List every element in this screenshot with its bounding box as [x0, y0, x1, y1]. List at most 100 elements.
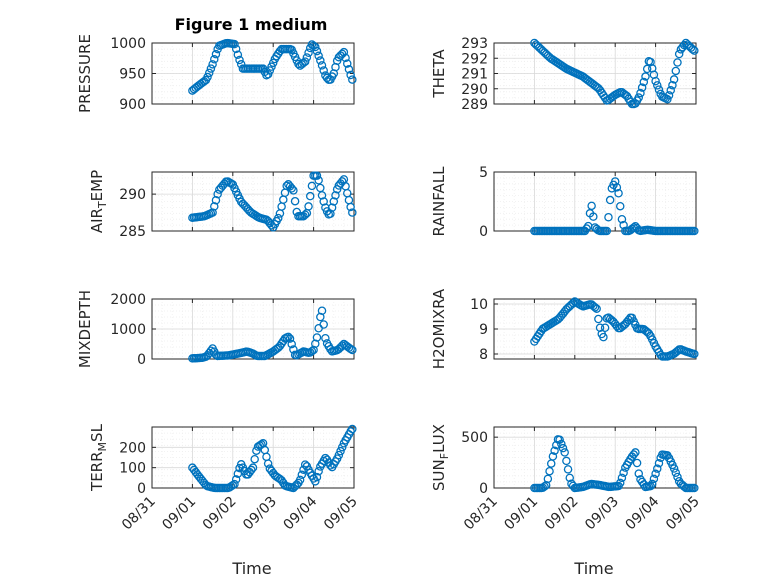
- y-tick-label: 900: [119, 97, 146, 113]
- data-point: [268, 58, 278, 68]
- data-point: [208, 60, 217, 69]
- data-point: [211, 196, 221, 205]
- data-point: [297, 470, 307, 480]
- axes-box: [151, 426, 355, 489]
- data-point: [647, 479, 657, 489]
- axes-box: [151, 171, 355, 232]
- data-point: [654, 459, 664, 468]
- data-point: [605, 195, 615, 205]
- data-point: [563, 465, 573, 474]
- data-point: [312, 333, 322, 342]
- data-point: [673, 472, 682, 482]
- y-tick-label: 290: [119, 187, 146, 203]
- y-tick-label: 1000: [110, 322, 146, 338]
- x-tick-label: 09/03: [582, 494, 622, 534]
- data-point: [589, 212, 598, 221]
- data-point: [314, 466, 323, 476]
- data-point: [690, 46, 699, 55]
- data-point: [213, 189, 222, 199]
- data-point: [275, 209, 285, 218]
- data-point: [311, 477, 320, 486]
- y-axis-label: H2OMIXRA: [430, 288, 448, 369]
- data-point: [617, 473, 627, 483]
- data-point: [267, 62, 276, 71]
- y-tick-label: 0: [479, 224, 488, 240]
- data-point: [312, 472, 322, 482]
- x-tick-label: 08/31: [461, 494, 501, 534]
- data-point: [690, 349, 699, 359]
- data-point: [290, 196, 300, 206]
- data-point: [329, 197, 339, 206]
- data-point: [319, 197, 328, 206]
- data-point: [343, 59, 352, 68]
- data-point: [654, 85, 664, 94]
- data-point: [273, 213, 283, 223]
- data-point: [671, 468, 681, 477]
- data-point: [610, 177, 620, 186]
- data-point: [304, 48, 313, 58]
- data-point: [231, 475, 241, 484]
- data-point: [629, 223, 638, 232]
- data-point: [203, 72, 212, 82]
- data-point: [337, 442, 347, 452]
- y-tick-label: 0: [479, 481, 488, 497]
- data-point: [204, 68, 214, 78]
- data-point: [230, 479, 239, 489]
- data-point: [316, 183, 325, 193]
- data-point: [587, 201, 596, 211]
- data-point: [248, 463, 258, 472]
- data-point: [602, 226, 612, 236]
- panel-pressure: 900 950 1000 PRESSURE: [76, 34, 357, 113]
- x-tick-label: 09/02: [542, 494, 582, 534]
- x-tick-label: 08/31: [119, 494, 159, 534]
- data-point: [263, 459, 273, 468]
- data-point: [632, 458, 642, 468]
- y-tick-label: 293: [461, 36, 488, 52]
- data-point: [649, 474, 659, 484]
- data-point: [344, 65, 354, 74]
- panel-h2omixra: 8 9 10 H2OMIXRA: [430, 288, 699, 369]
- y-axis-label: PRESSURE: [76, 34, 94, 113]
- y-tick-label: 290: [461, 82, 488, 98]
- data-point: [314, 323, 323, 333]
- data-point: [287, 184, 296, 193]
- data-point: [619, 468, 628, 477]
- y-tick-label: 950: [119, 67, 146, 83]
- data-point: [555, 435, 564, 444]
- data-point: [311, 42, 320, 52]
- x-tick-label: 09/02: [200, 494, 240, 534]
- data-point: [326, 209, 335, 219]
- data-point: [331, 191, 340, 200]
- y-tick-label: 5: [479, 165, 488, 181]
- panel-air-temp: 285 290 AIRTEMP: [88, 170, 357, 240]
- data-point: [604, 212, 613, 222]
- data-point: [690, 226, 699, 236]
- data-point: [562, 456, 571, 466]
- data-point: [346, 202, 355, 212]
- data-point: [263, 70, 273, 79]
- data-point: [653, 81, 662, 90]
- data-point: [616, 478, 625, 488]
- data-point: [642, 64, 652, 74]
- data-point: [300, 210, 310, 219]
- data-point: [341, 53, 350, 63]
- data-point: [206, 64, 216, 73]
- y-tick-label: 0: [137, 352, 146, 368]
- data-point: [250, 454, 259, 464]
- y-tick-label: 1000: [110, 36, 146, 52]
- y-tick-label: 285: [119, 224, 146, 240]
- data-point: [211, 49, 221, 59]
- y-axis-label: THETA: [430, 49, 448, 99]
- y-tick-label: 292: [461, 51, 488, 67]
- y-tick-label: 8: [479, 347, 488, 363]
- data-point: [312, 46, 322, 56]
- data-point: [305, 191, 315, 201]
- data-point: [639, 77, 649, 87]
- data-point: [616, 201, 625, 211]
- data-point: [673, 58, 682, 67]
- x-tick-label: 09/04: [281, 493, 321, 533]
- data-point: [646, 481, 655, 491]
- y-axis-label: SUNFLUX: [430, 424, 451, 491]
